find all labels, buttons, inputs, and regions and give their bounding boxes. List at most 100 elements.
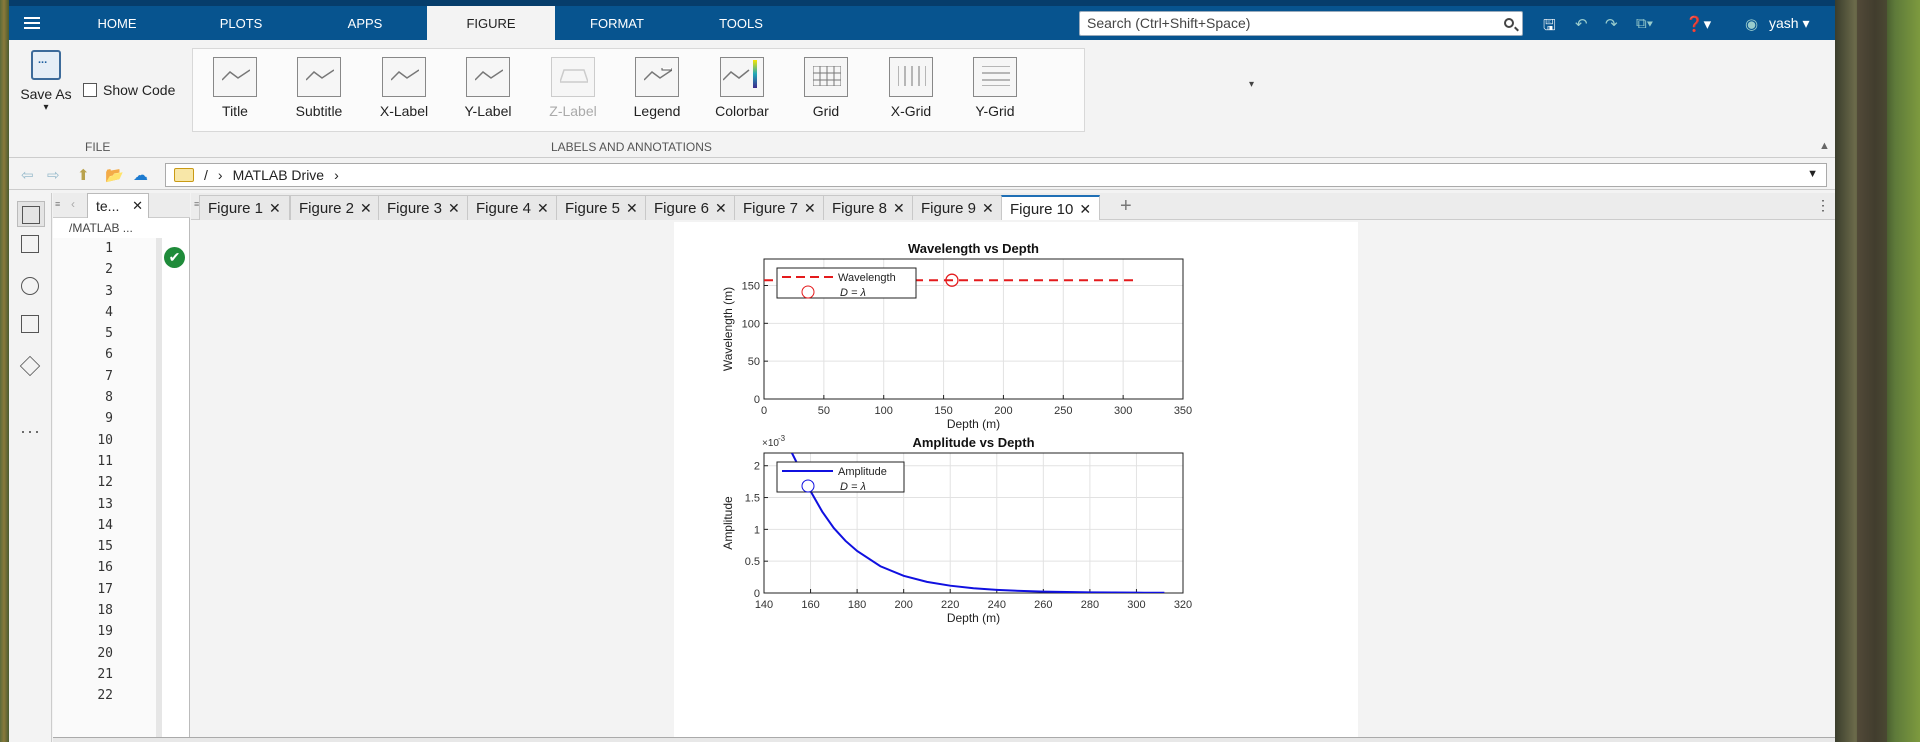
search-input[interactable]: Search (Ctrl+Shift+Space) bbox=[1079, 11, 1523, 36]
close-icon[interactable]: ✕ bbox=[360, 200, 372, 216]
close-icon[interactable]: ✕ bbox=[804, 200, 816, 216]
undo-icon[interactable]: ↶ bbox=[1575, 16, 1588, 33]
figure-tab-6[interactable]: Figure 6 ✕ bbox=[645, 195, 736, 220]
x-grid-button[interactable]: X-Grid bbox=[869, 49, 953, 133]
close-icon[interactable]: ✕ bbox=[537, 200, 549, 216]
x-grid-icon bbox=[889, 57, 933, 97]
close-icon[interactable]: ✕ bbox=[1079, 201, 1092, 217]
tab-apps[interactable]: APPS bbox=[347, 15, 383, 31]
grip-icon[interactable]: ≡ bbox=[194, 199, 200, 209]
subtitle-button-label: Subtitle bbox=[295, 103, 343, 119]
line-number: 13 bbox=[97, 496, 113, 512]
cloud-folder-icon[interactable]: ☁ bbox=[133, 167, 148, 184]
figure-tab-4[interactable]: Figure 4 ✕ bbox=[467, 195, 558, 220]
checkbox-box[interactable] bbox=[83, 83, 97, 97]
desktop-background bbox=[1835, 0, 1920, 742]
editor-tab[interactable]: te... ✕ bbox=[87, 193, 149, 218]
figure-tab-10[interactable]: Figure 10 ✕ bbox=[1001, 195, 1101, 220]
save-icon[interactable]: 🖫 bbox=[1543, 17, 1556, 34]
find-files-button[interactable] bbox=[17, 273, 45, 299]
figure-tab-bar: ≡ Figure 1 ✕ Figure 2 ✕ Figure 3 ✕ Figure 4 ✕ Fi… bbox=[191, 193, 1835, 220]
close-icon[interactable]: ✕ bbox=[893, 200, 905, 216]
figure-tab-3[interactable]: Figure 3 ✕ bbox=[378, 195, 469, 220]
browse-folder-icon[interactable]: 📂 bbox=[105, 167, 124, 184]
colorbar-button[interactable]: Colorbar bbox=[700, 49, 784, 133]
path-dropdown-icon[interactable]: ▼ bbox=[1807, 168, 1818, 180]
show-code-checkbox[interactable]: Show Code bbox=[83, 82, 175, 98]
current-folder-path[interactable]: / › MATLAB Drive › ▼ bbox=[165, 163, 1827, 187]
account-icon[interactable]: ◉ bbox=[1745, 16, 1759, 33]
files-panel-button[interactable] bbox=[17, 201, 45, 227]
gutter-divider[interactable] bbox=[156, 238, 162, 742]
x-tick-label: 260 bbox=[1034, 599, 1052, 611]
scroll-left-icon[interactable]: ‹ bbox=[71, 197, 75, 211]
add-figure-icon[interactable]: + bbox=[1120, 195, 1132, 217]
tab-home[interactable]: HOME bbox=[97, 15, 137, 31]
title-icon bbox=[213, 57, 257, 97]
code-analyzer-ok-icon[interactable]: ✔ bbox=[164, 247, 185, 268]
figure-tab-2[interactable]: Figure 2 ✕ bbox=[290, 195, 381, 220]
chevron-right-icon: › bbox=[217, 167, 223, 183]
help-icon[interactable]: ❓▾ bbox=[1685, 16, 1712, 33]
command-history-button[interactable] bbox=[17, 311, 45, 337]
up-folder-icon[interactable]: ⬆ bbox=[77, 167, 90, 184]
tab-plots[interactable]: PLOTS bbox=[219, 15, 263, 31]
figure-tab-1[interactable]: Figure 1 ✕ bbox=[199, 195, 290, 220]
x-tick-label: 50 bbox=[818, 405, 830, 417]
forward-arrow-icon[interactable]: ⇨ bbox=[47, 167, 60, 184]
close-icon[interactable]: ✕ bbox=[626, 200, 638, 216]
back-arrow-icon[interactable]: ⇦ bbox=[21, 167, 34, 184]
title-button[interactable]: Title bbox=[193, 49, 277, 133]
x-tick-label: 350 bbox=[1174, 405, 1192, 417]
y-label-button[interactable]: Y-Label bbox=[446, 49, 530, 133]
figure-tab-9[interactable]: Figure 9 ✕ bbox=[912, 195, 1003, 220]
y-grid-button[interactable]: Y-Grid bbox=[953, 49, 1037, 133]
y-tick-label: 0 bbox=[754, 588, 760, 600]
y-tick-label: 100 bbox=[742, 318, 760, 330]
x-label-button[interactable]: X-Label bbox=[362, 49, 446, 133]
save-as-button[interactable]: Save As ▾ bbox=[17, 50, 75, 113]
figure-tab-7[interactable]: Figure 7 ✕ bbox=[734, 195, 825, 220]
file-group-label: FILE bbox=[85, 140, 111, 154]
subtitle-button[interactable]: Subtitle bbox=[277, 49, 361, 133]
y-tick-label: 0 bbox=[754, 394, 760, 406]
add-ons-button[interactable] bbox=[17, 353, 45, 379]
workspace-panel-button[interactable] bbox=[17, 231, 45, 257]
figure-tab-label: Figure 5 bbox=[565, 200, 621, 217]
x-tick-label: 300 bbox=[1127, 599, 1145, 611]
figure-tab-5[interactable]: Figure 5 ✕ bbox=[556, 195, 647, 220]
x-tick-label: 160 bbox=[801, 599, 819, 611]
more-options-icon[interactable]: ··· bbox=[20, 421, 41, 441]
expand-gallery-icon[interactable]: ▾ bbox=[1249, 79, 1255, 90]
close-icon[interactable]: ✕ bbox=[982, 200, 994, 216]
collapse-ribbon-icon[interactable]: ▲ bbox=[1819, 140, 1830, 152]
hamburger-menu-icon[interactable] bbox=[9, 6, 55, 40]
figure-tab-8[interactable]: Figure 8 ✕ bbox=[823, 195, 914, 220]
colorbar-button-label: Colorbar bbox=[715, 103, 769, 119]
user-menu[interactable]: yash ▾ bbox=[1769, 15, 1810, 31]
redo-icon[interactable]: ↷ bbox=[1605, 16, 1618, 33]
close-icon[interactable]: ✕ bbox=[132, 198, 143, 213]
window-layout-icon[interactable]: ⧉▾ bbox=[1636, 15, 1654, 32]
tab-figure[interactable]: FIGURE bbox=[427, 6, 555, 40]
search-icon[interactable] bbox=[1504, 18, 1514, 28]
grid-button[interactable]: Grid bbox=[784, 49, 868, 133]
z-label-button-label: Z-Label bbox=[549, 103, 597, 119]
path-crumb-matlab-drive[interactable]: MATLAB Drive bbox=[232, 167, 325, 183]
figure-options-icon[interactable]: ⋮ bbox=[1816, 197, 1830, 213]
legend-button[interactable]: Legend bbox=[615, 49, 699, 133]
x-tick-label: 0 bbox=[761, 405, 767, 417]
x-axis-label: Depth (m) bbox=[947, 417, 1000, 431]
grip-icon[interactable]: ≡ bbox=[55, 199, 61, 209]
line-number: 18 bbox=[97, 603, 113, 619]
close-icon[interactable]: ✕ bbox=[269, 200, 281, 216]
path-root[interactable]: / bbox=[204, 167, 208, 183]
z-label-button[interactable]: Z-Label bbox=[531, 49, 615, 133]
tab-tools[interactable]: TOOLS bbox=[719, 15, 763, 31]
close-icon[interactable]: ✕ bbox=[448, 200, 460, 216]
close-icon[interactable]: ✕ bbox=[715, 200, 727, 216]
figure-canvas[interactable]: 0 50 100 150 200 250 300 350 0 50 100 150 Wavelength… bbox=[674, 222, 1358, 742]
tab-format[interactable]: FORMAT bbox=[590, 15, 644, 31]
subtitle-icon bbox=[297, 57, 341, 97]
y-axis-label: Amplitude bbox=[721, 496, 735, 550]
